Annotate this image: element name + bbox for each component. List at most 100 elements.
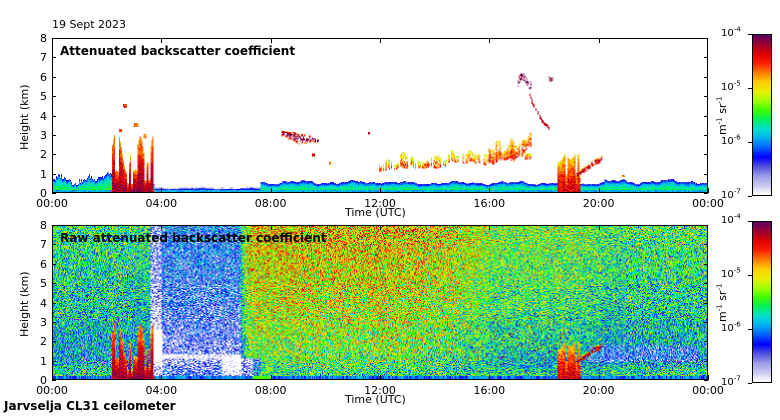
panel0-xtickmark-5 <box>599 188 600 193</box>
panel0-ytick-1: 1 <box>40 167 47 181</box>
panel1-xtickmark-3 <box>380 375 381 380</box>
panel0-ytick-2: 2 <box>40 148 47 162</box>
panel0-ytickmark-right-6 <box>704 77 708 78</box>
raw-attenuated-backscatter-heatmap <box>53 226 707 379</box>
panel1-xtick-4: 16:00 <box>473 384 506 397</box>
panel0-ytickmark-1 <box>52 174 56 175</box>
panel1-ytick-2: 2 <box>40 335 47 349</box>
panel1-ytickmark-right-5 <box>704 283 708 284</box>
panel0-ytick-6: 6 <box>40 70 47 84</box>
panel1-xtickmark-top-4 <box>489 225 490 230</box>
panel0-ytick-4: 4 <box>40 109 47 123</box>
panel1-xtickmark-6 <box>708 375 709 380</box>
panel0-xtick-5: 20:00 <box>582 197 615 210</box>
panel0-title: Attenuated backscatter coefficient <box>60 44 296 58</box>
panel0-xtick-4: 16:00 <box>473 197 506 210</box>
panel1-ytick-0: 0 <box>40 374 47 387</box>
panel1-ytickmark-right-0 <box>704 380 708 381</box>
panel0-ytickmark-7 <box>52 57 56 58</box>
panel0-xtick-6: 00:00 <box>692 197 724 210</box>
colorbar1-tickmark-2 <box>748 329 752 330</box>
colorbar0-tick--7: 10-7 <box>721 187 741 201</box>
figure-caption: Jarvselja CL31 ceilometer <box>4 399 176 413</box>
colorbar0-tickmark-3 <box>748 196 752 197</box>
panel0-ytickmark-right-1 <box>704 174 708 175</box>
panel1-xtick-5: 20:00 <box>582 384 615 397</box>
panel1-ytickmark-right-8 <box>704 225 708 226</box>
panel-attenuated-backscatter <box>52 38 708 193</box>
panel0-ytickmark-right-0 <box>704 193 708 194</box>
panel0-xtick-0: 00:00 <box>36 197 68 210</box>
colorbar0-tickmark-1 <box>748 88 752 89</box>
panel0-ytickmark-right-7 <box>704 57 708 58</box>
colorbar0-tick--4: 10-4 <box>721 25 741 39</box>
panel1-ytickmark-1 <box>52 361 56 362</box>
panel1-ytickmark-right-6 <box>704 264 708 265</box>
panel0-xtickmark-top-3 <box>380 38 381 43</box>
panel0-ytickmark-right-3 <box>704 135 708 136</box>
panel1-xtickmark-top-1 <box>161 225 162 230</box>
panel0-xtick-2: 08:00 <box>254 197 287 210</box>
colorbar0-tickmark-2 <box>748 142 752 143</box>
panel1-ytickmark-right-3 <box>704 322 708 323</box>
panel0-ytickmark-3 <box>52 135 56 136</box>
colorbar1-tick--7: 10-7 <box>721 374 741 388</box>
panel0-ytickmark-right-8 <box>704 38 708 39</box>
panel0-ytickmark-8 <box>52 38 56 39</box>
colorbar0-tickmark-0 <box>748 34 752 35</box>
attenuated-backscatter-heatmap <box>53 39 707 192</box>
panel1-ytickmark-0 <box>52 380 56 381</box>
panel1-ytick-4: 4 <box>40 296 47 310</box>
panel1-xtickmark-0 <box>52 375 53 380</box>
panel1-xtick-0: 00:00 <box>36 384 68 397</box>
panel0-ylabel: Height (km) <box>18 84 31 150</box>
panel0-xtickmark-6 <box>708 188 709 193</box>
panel0-xtickmark-2 <box>271 188 272 193</box>
panel1-ytickmark-8 <box>52 225 56 226</box>
panel0-ytickmark-5 <box>52 96 56 97</box>
colorbar1-tick--4: 10-4 <box>721 212 741 226</box>
panel1-xtickmark-top-3 <box>380 225 381 230</box>
panel0-ytickmark-4 <box>52 116 56 117</box>
panel0-ytick-5: 5 <box>40 90 47 104</box>
colorbar1-tick--5: 10-5 <box>721 266 741 280</box>
panel1-ytickmark-right-2 <box>704 341 708 342</box>
colorbar-panel1 <box>752 221 772 383</box>
panel1-ytickmark-7 <box>52 244 56 245</box>
panel0-xlabel: Time (UTC) <box>345 206 406 219</box>
panel0-ytickmark-6 <box>52 77 56 78</box>
colorbar-label-panel1: m-1 sr-1 <box>715 283 729 322</box>
colorbar0-tick--6: 10-6 <box>721 133 741 147</box>
panel1-ytickmark-3 <box>52 322 56 323</box>
panel0-xtick-1: 04:00 <box>145 197 178 210</box>
panel0-ytick-3: 3 <box>40 128 47 142</box>
panel1-xlabel: Time (UTC) <box>345 393 406 406</box>
colorbar1-tickmark-3 <box>748 383 752 384</box>
panel0-xtickmark-top-5 <box>599 38 600 43</box>
panel0-xtickmark-top-2 <box>271 38 272 43</box>
panel0-xtickmark-4 <box>489 188 490 193</box>
panel1-xtickmark-1 <box>161 375 162 380</box>
panel1-xtickmark-top-5 <box>599 225 600 230</box>
panel0-xtick-3: 12:00 <box>364 197 396 210</box>
panel0-xtickmark-top-1 <box>161 38 162 43</box>
panel0-ytickmark-0 <box>52 193 56 194</box>
panel1-xtick-1: 04:00 <box>145 384 178 397</box>
figure-date: 19 Sept 2023 <box>52 18 127 31</box>
colorbar-panel0 <box>752 34 772 196</box>
panel1-ytick-1: 1 <box>40 354 47 368</box>
panel1-ytickmark-5 <box>52 283 56 284</box>
panel1-ylabel: Height (km) <box>18 271 31 337</box>
panel1-xtick-2: 08:00 <box>254 384 287 397</box>
panel1-ytick-6: 6 <box>40 257 47 271</box>
panel1-ytickmark-2 <box>52 341 56 342</box>
panel-raw-attenuated-backscatter <box>52 225 708 380</box>
panel1-xtickmark-2 <box>271 375 272 380</box>
panel0-ytickmark-2 <box>52 154 56 155</box>
panel0-ytickmark-right-4 <box>704 116 708 117</box>
panel1-ytickmark-right-7 <box>704 244 708 245</box>
panel0-xtickmark-0 <box>52 188 53 193</box>
colorbar1-tickmark-0 <box>748 221 752 222</box>
panel0-ytick-7: 7 <box>40 51 47 65</box>
